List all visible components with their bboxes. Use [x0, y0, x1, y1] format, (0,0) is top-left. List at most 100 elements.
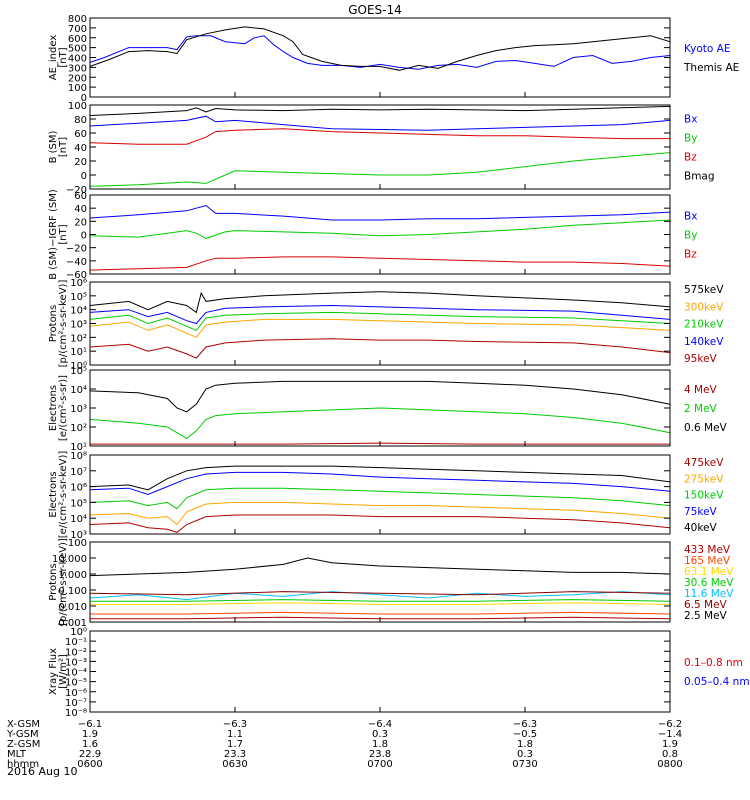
y-axis-title-line: [nT] [58, 224, 69, 244]
series-bsm-1 [89, 115, 671, 131]
y-tick-label: 10⁻⁷ [65, 698, 87, 709]
legend-entry: 275keV [684, 473, 724, 485]
series-protons1-2 [89, 304, 671, 325]
x-row-label: hhmm [7, 759, 39, 770]
x-row-value: 23.3 [224, 749, 246, 760]
panel-bsm: −20 0 20 40 60 80 100 B (SM)[nT] Bx By Bz Bmag [48, 101, 715, 196]
legend-entry: Bz [684, 249, 697, 261]
legend-entry: By [684, 133, 697, 145]
series-bsm-3 [89, 152, 671, 187]
legend-entry: 475keV [684, 457, 724, 469]
y-tick-label: −20 [66, 185, 87, 196]
y-axis-title: AE_index[nT] [48, 35, 69, 81]
legend-entry: Themis AE [683, 62, 739, 74]
y-tick-label: 10⁻⁵ [65, 678, 87, 689]
y-tick-label: 10⁵ [70, 292, 87, 303]
x-row-label: Y-GSM [6, 729, 39, 740]
series-protons2-0 [89, 557, 671, 577]
y-tick-label: 10.000 [52, 554, 87, 565]
y-tick-label: 10⁸ [70, 451, 87, 462]
legend-entry: 4 MeV [684, 384, 718, 396]
x-row-value: −6.4 [368, 719, 392, 730]
y-axis-title-line: [p/(cm²-s-sr-keV)] [58, 538, 69, 626]
x-row-value: 0700 [367, 759, 392, 770]
x-row-value: −1.4 [658, 729, 682, 740]
legend-entry: 150keV [684, 490, 724, 502]
x-row-value: −6.3 [223, 719, 247, 730]
series-protons2-5 [90, 611, 671, 615]
series-electrons2-2 [89, 487, 671, 510]
y-tick-label: 10⁴ [70, 385, 87, 396]
series-bsmigrf-0 [89, 204, 671, 221]
x-row-value: 1.8 [372, 739, 388, 750]
y-tick-label: 10³ [70, 404, 87, 415]
x-row-value: −0.5 [513, 729, 537, 740]
series-electrons2-3 [89, 501, 671, 526]
y-tick-label: 10⁵ [70, 366, 87, 377]
y-tick-label: −40 [66, 257, 87, 268]
legend-entry: 575keV [684, 284, 724, 296]
y-tick-label: 10⁷ [70, 467, 87, 478]
series-electrons2-1 [89, 471, 671, 496]
x-row-value: −6.1 [78, 719, 102, 730]
y-tick-label: 0 [81, 231, 87, 242]
y-tick-label: 10⁻¹ [65, 637, 87, 648]
y-tick-label: 20 [74, 157, 87, 168]
y-tick-label: 600 [68, 34, 87, 45]
x-row-value: 0630 [222, 759, 247, 770]
series-bsm-2 [89, 128, 670, 145]
y-axis-title-line: [W/m²] [58, 654, 69, 689]
panel-frame [89, 281, 671, 366]
legend-entry: 0.1–0.8 nm [684, 657, 743, 669]
panel-protons1: 10⁰10¹10²10³10⁴10⁵10⁶Protons[p/(cm²-s-sr… [48, 278, 724, 372]
legend-entry: 30.6 MeV [684, 577, 734, 589]
panel-xray: 10⁻⁸10⁻⁷10⁻⁶10⁻⁵10⁻⁴10⁻³10⁻²10⁻¹10⁰Xray … [48, 627, 750, 719]
legend-entry: 75keV [684, 506, 718, 518]
y-tick-label: 200 [68, 73, 87, 84]
x-row-value: 1.8 [517, 739, 533, 750]
y-tick-label: 100 [68, 101, 87, 112]
y-tick-label: 10⁴ [70, 306, 87, 317]
legend-entry: Bmag [684, 171, 715, 183]
y-tick-label: −60 [66, 270, 87, 281]
y-tick-label: 10⁵ [70, 498, 87, 509]
legend-entry: Bx [684, 211, 697, 223]
x-row-value: 1.7 [227, 739, 243, 750]
y-axis-title: Electrons[e/(cm²-s-sr-keV)] [48, 451, 69, 539]
panel-protons2: 0.0010.0100.1001.00010.000100Protons[p/(… [48, 538, 734, 629]
panel-frame [89, 17, 671, 98]
y-tick-label: 500 [68, 44, 87, 55]
panel-frame [89, 454, 671, 535]
legend-entry: 2 MeV [684, 403, 718, 415]
y-tick-label: 10⁴ [70, 514, 87, 525]
x-row-value: −6.3 [513, 719, 537, 730]
date-label: 2016 Aug 10 [7, 765, 77, 778]
y-tick-label: 10⁶ [70, 483, 87, 494]
series-protons2-3 [90, 599, 671, 602]
x-row-value: 0.3 [517, 749, 533, 760]
legend-entry: 40keV [684, 522, 718, 534]
y-tick-label: 10⁻³ [65, 657, 87, 668]
panel-bsmigrf: −60 −40 −20 0 20 40 60 B (SM)−IGRF (SM)[nT] Bx By… [48, 189, 697, 281]
legend-entry: By [684, 230, 697, 242]
series-protons1-3 [89, 318, 671, 338]
panel-frame [89, 104, 671, 190]
x-row-value: 0600 [77, 759, 102, 770]
y-axis-title-line: AE_index [48, 35, 59, 81]
y-tick-label: 0.001 [58, 618, 87, 629]
y-tick-label: 10¹ [70, 442, 87, 453]
legend-entry: Bz [684, 152, 697, 164]
series-electrons2-4 [89, 514, 671, 533]
y-tick-label: 10⁻⁴ [65, 668, 87, 679]
x-row-value: 0730 [512, 759, 537, 770]
legend-entry: Bx [684, 114, 697, 126]
legend-entry: 210keV [684, 319, 724, 331]
y-tick-label: 10³ [70, 320, 87, 331]
x-row-value: 1.9 [662, 739, 678, 750]
y-tick-label: 10⁻² [65, 647, 87, 658]
series-ae-1 [89, 26, 671, 71]
